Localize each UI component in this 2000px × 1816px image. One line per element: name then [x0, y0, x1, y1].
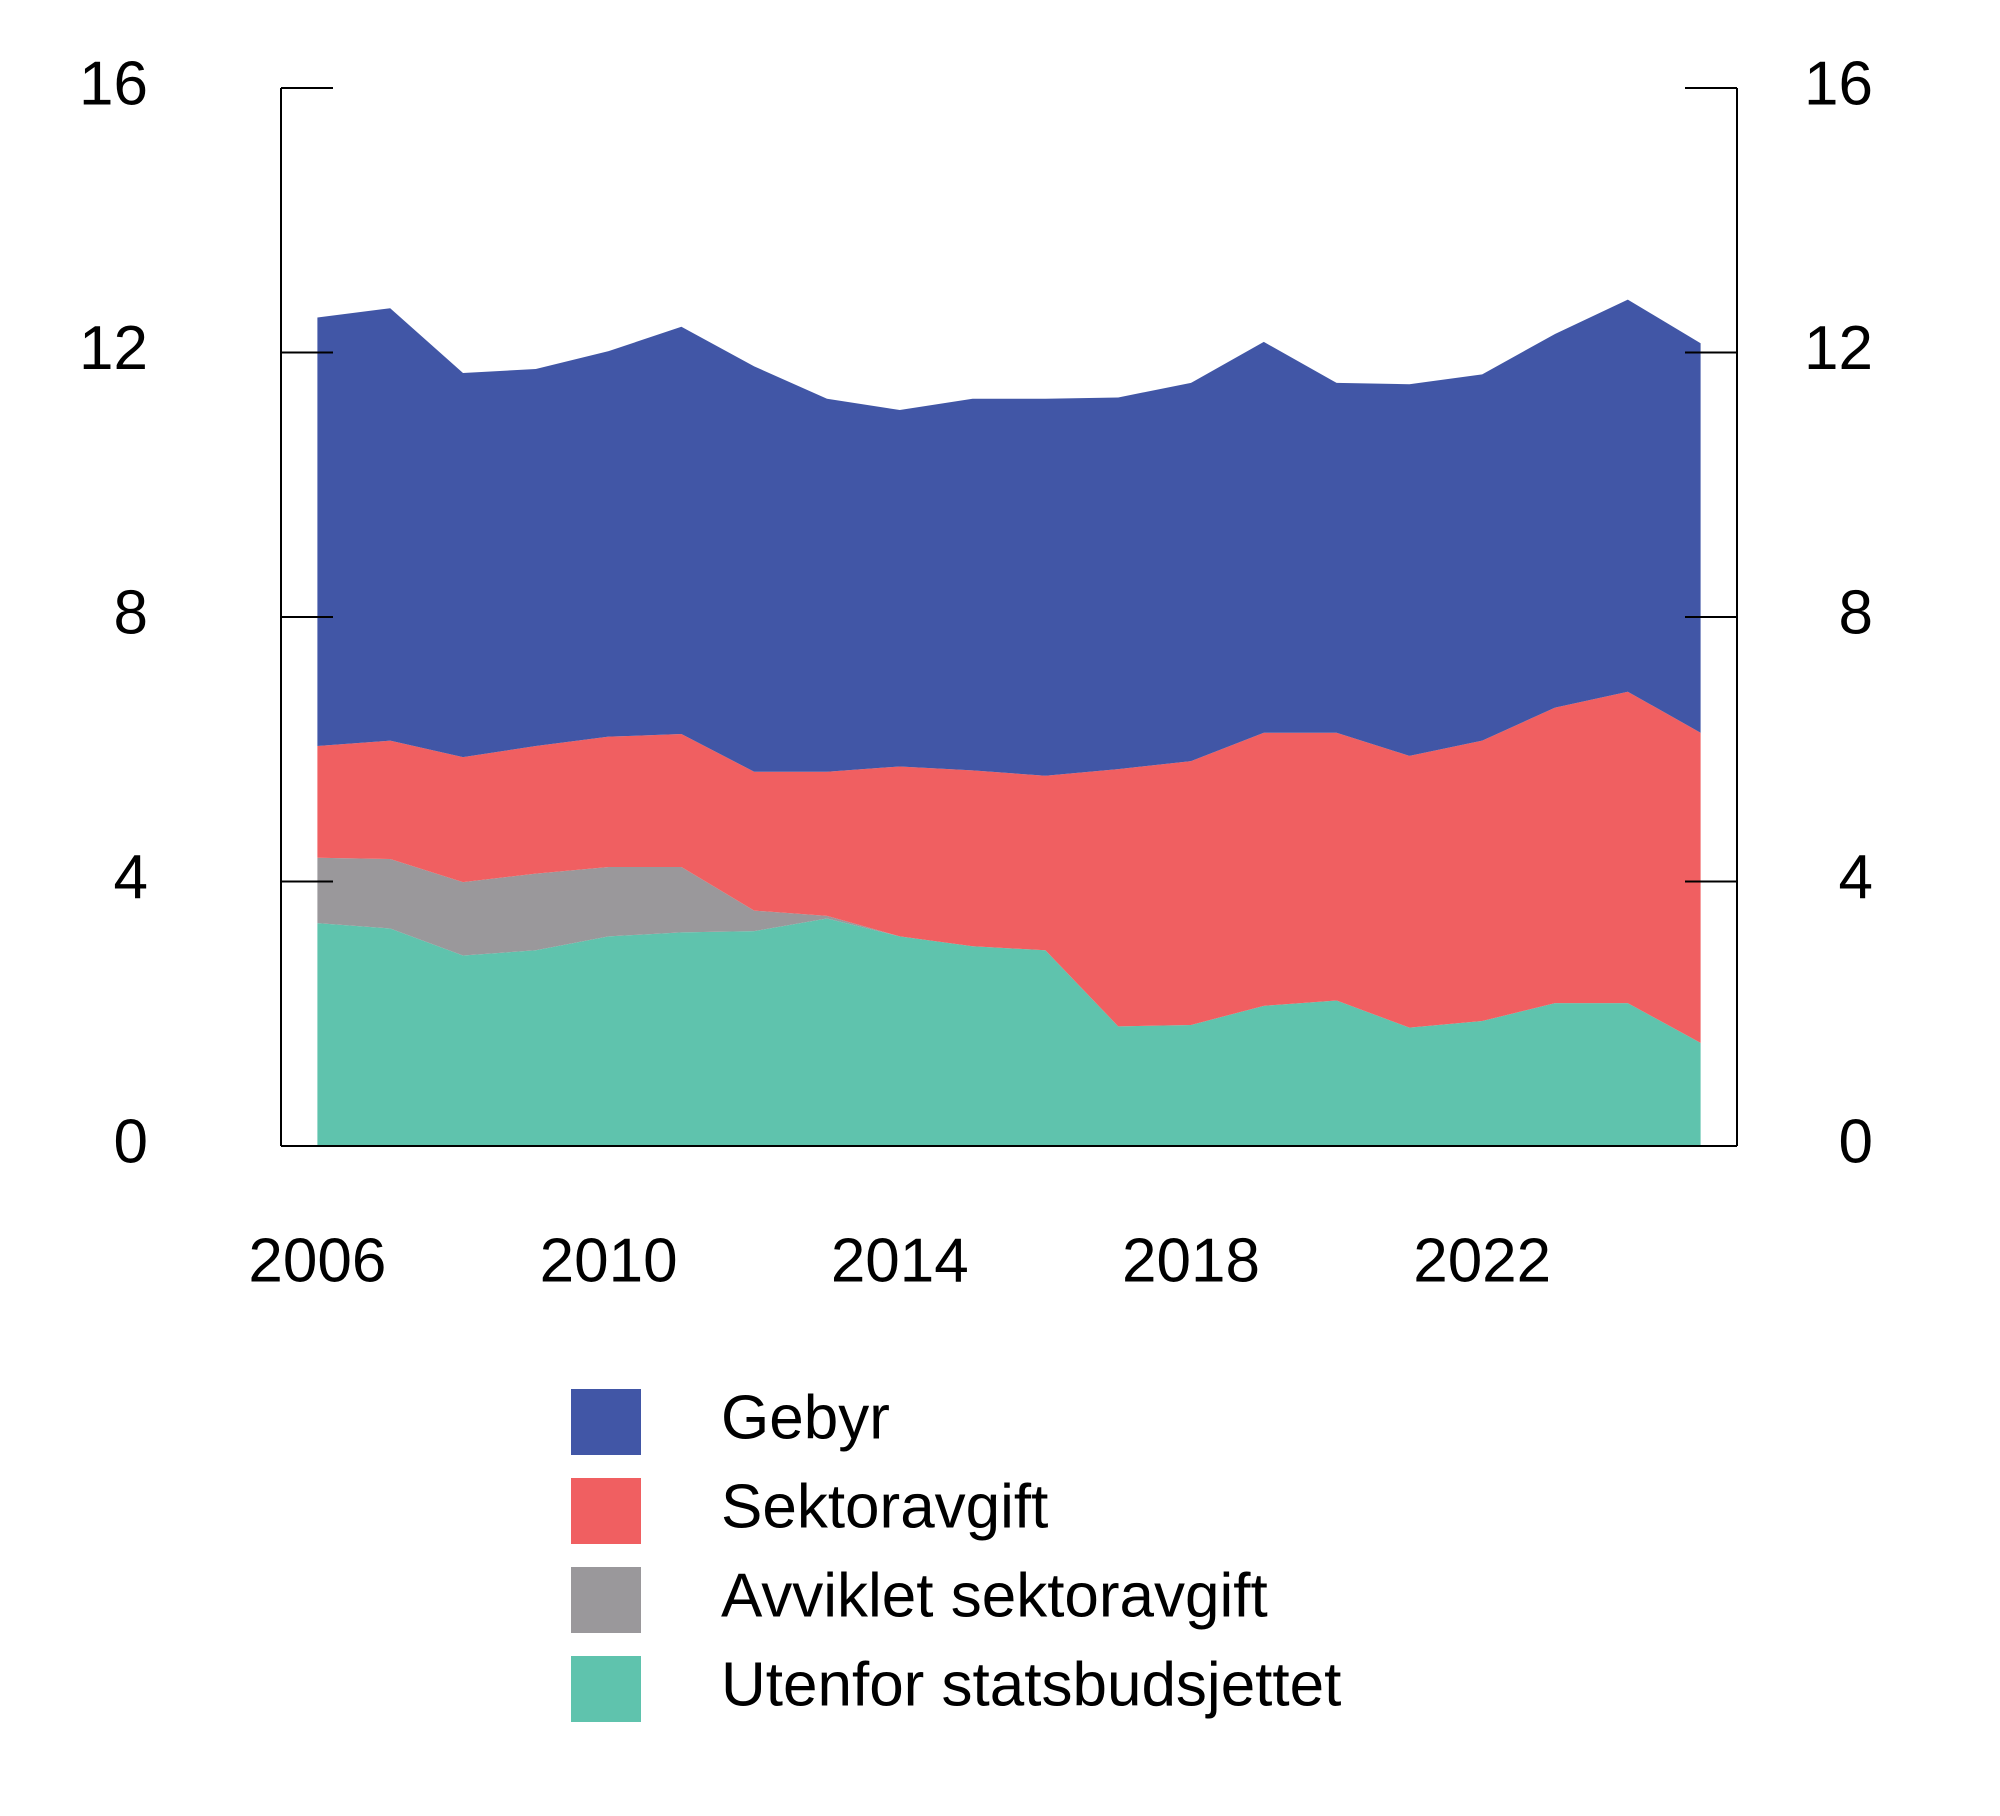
y-tick-label: 0 [114, 1107, 148, 1176]
legend-label: Sektoravgift [721, 1472, 1048, 1541]
y-tick-label: 12 [79, 314, 148, 383]
y2-tick-label: 0 [1839, 1107, 1873, 1176]
y-tick-label: 16 [79, 49, 148, 118]
y2-tick-label: 8 [1839, 578, 1873, 647]
x-tick-label: 2022 [1413, 1226, 1551, 1295]
x-tick-label: 2010 [540, 1226, 678, 1295]
legend-label: Utenfor statsbudsjettet [721, 1650, 1341, 1719]
y2-tick-label: 16 [1804, 49, 1873, 118]
y2-tick-label: 4 [1839, 843, 1873, 912]
area [317, 857, 1701, 1043]
legend-swatch [571, 1478, 641, 1544]
area [317, 918, 1701, 1146]
legend-label: Avviklet sektoravgift [721, 1561, 1268, 1630]
legend-swatch [571, 1567, 641, 1633]
x-tick-label: 2018 [1122, 1226, 1260, 1295]
legend-swatch [571, 1389, 641, 1455]
legend-swatch [571, 1656, 641, 1722]
area [317, 691, 1701, 1043]
x-tick-label: 2014 [831, 1226, 969, 1295]
y-tick-label: 4 [114, 843, 148, 912]
area [317, 299, 1701, 776]
x-tick-label: 2006 [248, 1226, 386, 1295]
y2-tick-label: 12 [1804, 314, 1873, 383]
y-tick-label: 8 [114, 578, 148, 647]
legend-label: Gebyr [721, 1383, 890, 1452]
